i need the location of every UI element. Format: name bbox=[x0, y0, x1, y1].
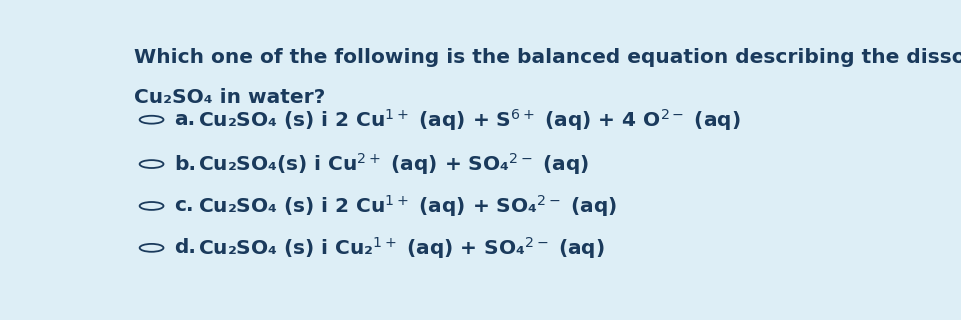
Text: Cu₂SO₄ (s) i 2 Cu$^{1+}$ (aq) + SO₄$^{2-}$ (aq): Cu₂SO₄ (s) i 2 Cu$^{1+}$ (aq) + SO₄$^{2-… bbox=[198, 193, 616, 219]
Text: Cu₂SO₄ (s) i Cu₂$^{1+}$ (aq) + SO₄$^{2-}$ (aq): Cu₂SO₄ (s) i Cu₂$^{1+}$ (aq) + SO₄$^{2-}… bbox=[198, 235, 604, 261]
Text: Cu₂SO₄(s) i Cu$^{2+}$ (aq) + SO₄$^{2-}$ (aq): Cu₂SO₄(s) i Cu$^{2+}$ (aq) + SO₄$^{2-}$ … bbox=[198, 151, 588, 177]
Text: a.: a. bbox=[174, 110, 195, 129]
Text: c.: c. bbox=[174, 196, 193, 215]
Text: d.: d. bbox=[174, 238, 196, 257]
Text: Cu₂SO₄ (s) i 2 Cu$^{1+}$ (aq) + S$^{6+}$ (aq) + 4 O$^{2-}$ (aq): Cu₂SO₄ (s) i 2 Cu$^{1+}$ (aq) + S$^{6+}$… bbox=[198, 107, 740, 133]
Text: b.: b. bbox=[174, 155, 196, 173]
Text: Which one of the following is the balanced equation describing the dissolving of: Which one of the following is the balanc… bbox=[134, 48, 961, 67]
Text: Cu₂SO₄ in water?: Cu₂SO₄ in water? bbox=[134, 88, 325, 107]
